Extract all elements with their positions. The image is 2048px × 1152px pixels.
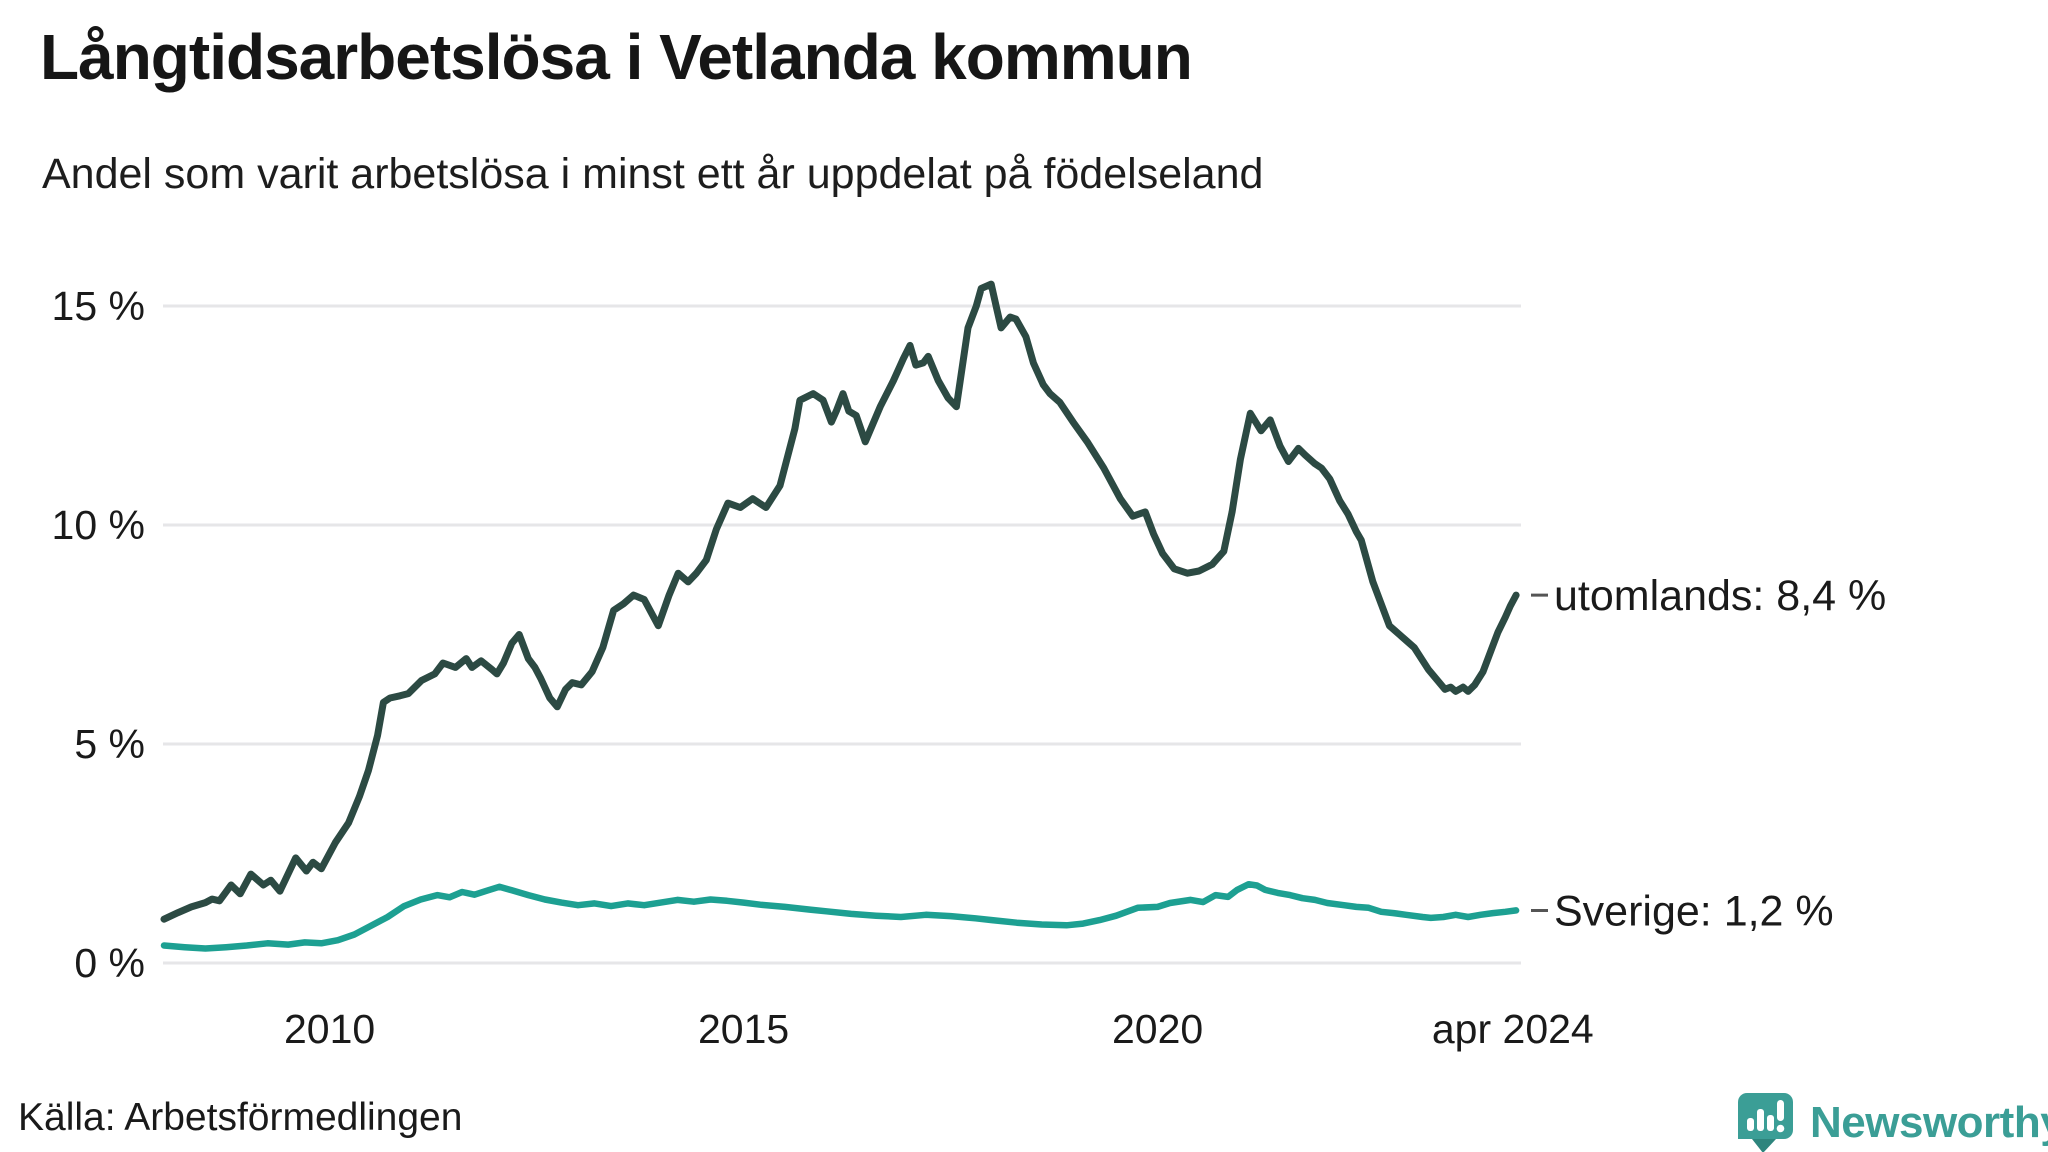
sverige-end-label: Sverige: 1,2 % [1554, 887, 1834, 935]
source-note: Källa: Arbetsförmedlingen [18, 1096, 463, 1139]
sverige-line [160, 880, 1520, 952]
x-axis-label-2015: 2015 [698, 1006, 789, 1052]
y-axis-label-5: 5 % [74, 721, 145, 767]
page-title: Långtidsarbetslösa i Vetlanda kommun [40, 21, 1193, 93]
x-axis-label-2010: 2010 [284, 1006, 375, 1052]
utomlands-line [160, 280, 1520, 923]
newsworthy-wordmark: Newsworthy [1810, 1098, 2048, 1147]
newsworthy-logo: Newsworthy [1738, 1092, 2048, 1152]
newsworthy-logo-icon [1738, 1093, 1793, 1152]
x-axis-label-2020: 2020 [1112, 1006, 1203, 1052]
x-axis-label-apr-2024: apr 2024 [1432, 1006, 1594, 1052]
y-axis-label-0: 0 % [74, 940, 145, 986]
chart-subtitle: Andel som varit arbetslösa i minst ett å… [42, 150, 1264, 198]
utomlands-end-label: utomlands: 8,4 % [1554, 572, 1886, 620]
y-axis-label-15: 15 % [52, 283, 145, 329]
y-axis-label-10: 10 % [52, 502, 145, 548]
